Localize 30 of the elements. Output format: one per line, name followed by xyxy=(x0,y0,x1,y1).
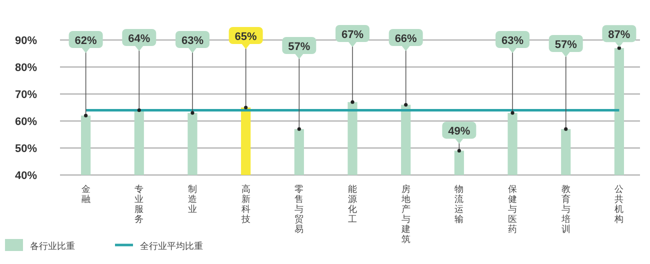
y-tick-label: 90% xyxy=(14,35,38,47)
x-tick-label: 能源化工 xyxy=(348,184,357,225)
y-tick-label: 50% xyxy=(14,143,38,155)
legend-label: 全行业平均比重 xyxy=(140,241,203,252)
x-tick-label: 公共机构 xyxy=(614,184,624,225)
text: 64% xyxy=(128,33,150,45)
x-tick-label: 教育与培训 xyxy=(560,184,570,235)
x-tick-label: 高新科技 xyxy=(240,184,250,225)
y-tick-label: 80% xyxy=(14,62,38,74)
x-tick-label: 金融 xyxy=(81,184,90,205)
legend-label: 各行业比重 xyxy=(30,241,75,252)
text: 57% xyxy=(554,39,577,51)
text: 57% xyxy=(288,41,310,53)
x-tick-label: 零售与贸易 xyxy=(294,184,304,235)
text: 63% xyxy=(502,35,524,47)
y-tick-label: 70% xyxy=(14,89,38,101)
y-tick-label: 60% xyxy=(14,116,38,128)
x-tick-label: 制造业 xyxy=(188,184,197,215)
text: 49% xyxy=(448,126,470,138)
text: 87% xyxy=(608,29,630,42)
x-tick-label: 保健与医药 xyxy=(508,184,518,235)
text: 63% xyxy=(181,35,204,47)
text: 66% xyxy=(394,33,417,45)
text: 62% xyxy=(74,35,97,47)
y-tick-label: 40% xyxy=(14,170,38,182)
x-tick-label: 房地产与建筑 xyxy=(400,184,410,245)
text: 65% xyxy=(234,31,257,43)
text: 67% xyxy=(341,29,364,41)
x-tick-label: 物流运输 xyxy=(454,184,464,225)
x-tick-label: 专业服务 xyxy=(134,184,144,225)
